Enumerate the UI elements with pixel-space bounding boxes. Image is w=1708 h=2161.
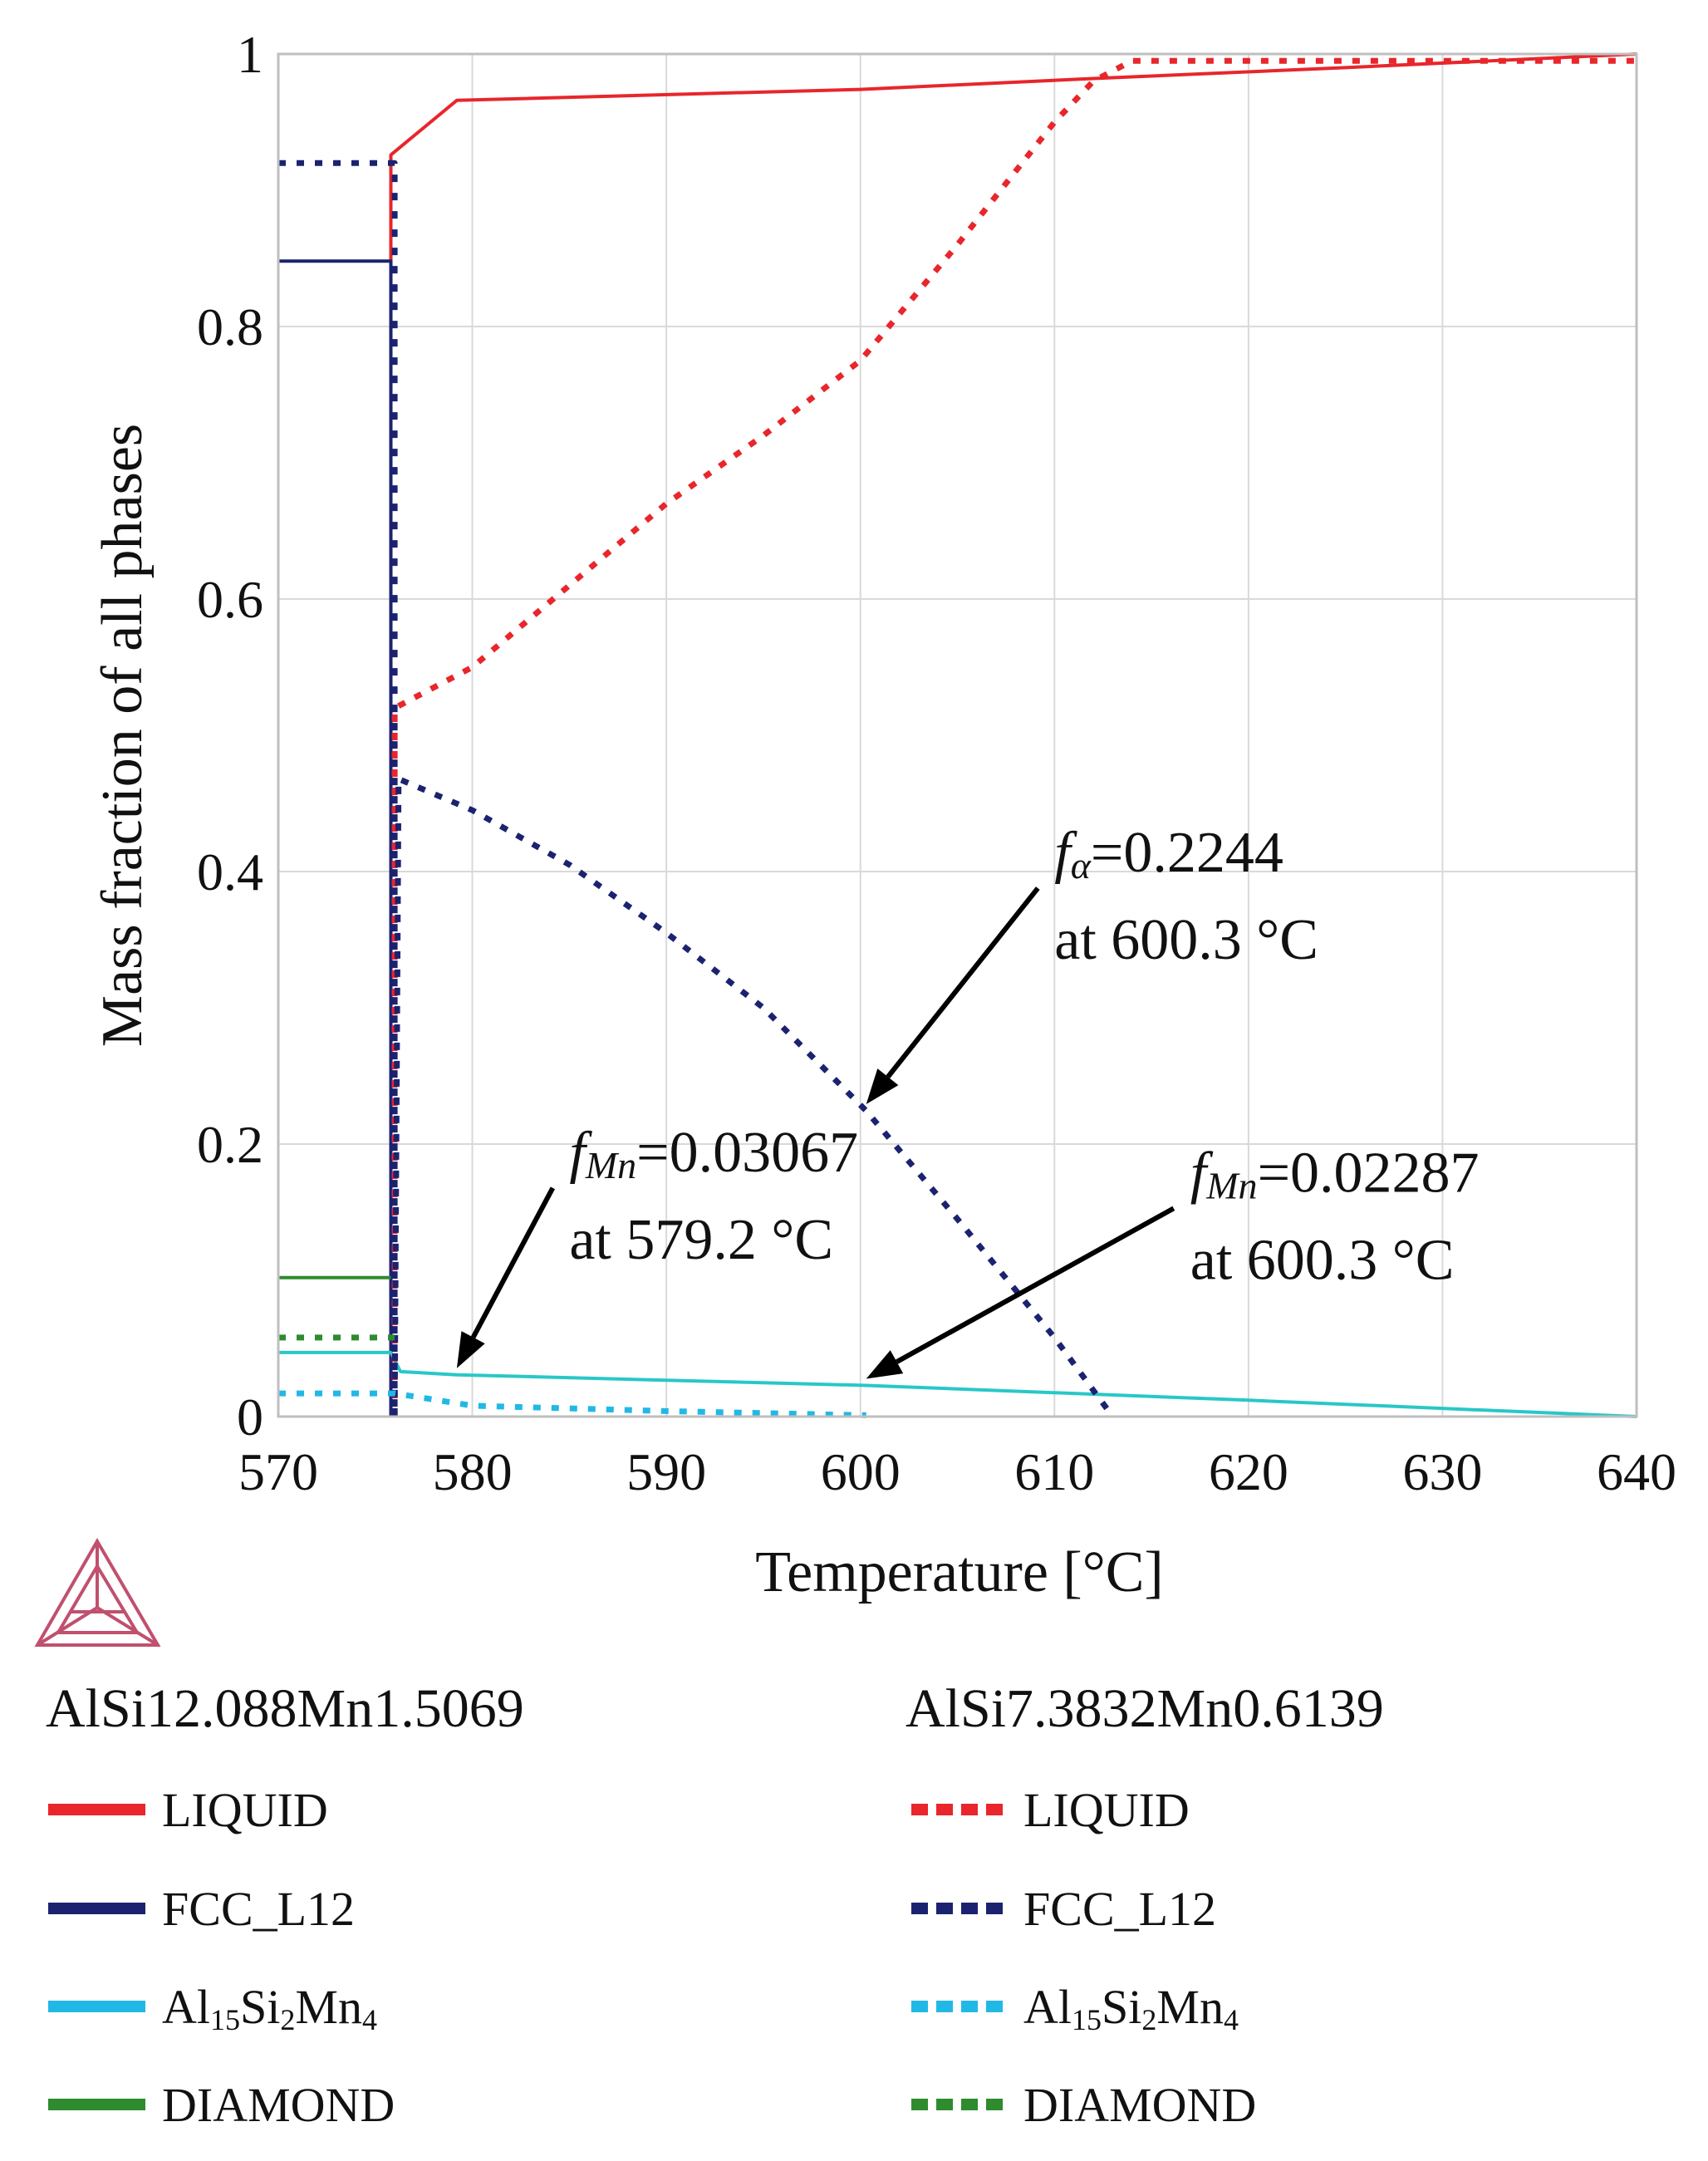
series-liquid-dotted (391, 57, 1637, 1417)
legend-label-left: Al15Si2Mn4 (162, 1980, 377, 2036)
series-al15si2mn4-dotted (278, 1390, 866, 1418)
thermo-calc-logo (34, 1538, 161, 1647)
tick-labels: 570 580 590 600 610 620 630 640 0 0.2 0.4 0.6 0.8 1 (197, 25, 1676, 1501)
annotation-arrow (470, 1186, 556, 1339)
annotation-value: fα=0.2244 (1054, 821, 1283, 887)
x-tick-label: 630 (1402, 1442, 1482, 1501)
y-tick-label: 1 (237, 25, 263, 84)
y-tick-label: 0.4 (197, 842, 263, 901)
series-fcc-l12-solid (278, 259, 393, 1417)
x-axis-title: Temperature [°C] (755, 1540, 1163, 1604)
annotation-value: fMn=0.03067 (569, 1121, 858, 1186)
legend-label-right: Al15Si2Mn4 (1023, 1980, 1239, 2036)
x-tick-label: 640 (1597, 1442, 1676, 1501)
legend-label-left: LIQUID (162, 1783, 328, 1837)
annotation-value: fMn=0.02287 (1190, 1141, 1480, 1206)
x-tick-label: 590 (626, 1442, 706, 1501)
x-tick-label: 580 (433, 1442, 513, 1501)
y-tick-label: 0 (237, 1387, 263, 1446)
y-axis-title: Mass fraction of all phases (91, 424, 155, 1047)
series-lines (278, 52, 1637, 1420)
series-al15si2mn4-solid (278, 1350, 1637, 1418)
annotation-temperature: at 600.3 °C (1054, 908, 1318, 972)
annotation-arrow (886, 887, 1040, 1078)
x-tick-label: 570 (238, 1442, 318, 1501)
x-tick-label: 610 (1014, 1442, 1094, 1501)
legend-label-right: LIQUID (1023, 1783, 1190, 1837)
legend-label-left: FCC_L12 (162, 1882, 355, 1936)
legend-heading-left: AlSi12.088Mn1.5069 (46, 1678, 524, 1739)
annotation-arrow (896, 1206, 1175, 1364)
legend-label-right: FCC_L12 (1023, 1882, 1216, 1936)
annotations: fα=0.2244 at 600.3 °C fMn=0.03067 at 579.2 … (456, 821, 1480, 1379)
series-liquid-solid (389, 52, 1637, 1417)
y-tick-label: 0.2 (197, 1115, 263, 1174)
y-tick-label: 0.6 (197, 570, 263, 629)
legend-label-right: DIAMOND (1023, 2078, 1256, 2132)
legend: AlSi12.088Mn1.5069 AlSi7.3832Mn0.6139 LI… (46, 1678, 1384, 2132)
series-fcc-l12-dotted (278, 160, 1116, 1420)
legend-heading-right: AlSi7.3832Mn0.6139 (906, 1678, 1384, 1739)
x-tick-label: 620 (1209, 1442, 1288, 1501)
legend-label-left: DIAMOND (162, 2078, 395, 2132)
annotation-temperature: at 579.2 °C (569, 1208, 833, 1272)
x-tick-label: 600 (821, 1442, 901, 1501)
annotation-arrowhead (866, 1350, 904, 1379)
plot-border (277, 52, 1638, 1418)
plot-frame (277, 52, 1638, 1418)
annotation-arrowhead (866, 1068, 899, 1104)
annotation-arrowhead (456, 1331, 485, 1368)
annotation-temperature: at 600.3 °C (1190, 1228, 1455, 1292)
y-tick-label: 0.8 (197, 297, 263, 356)
